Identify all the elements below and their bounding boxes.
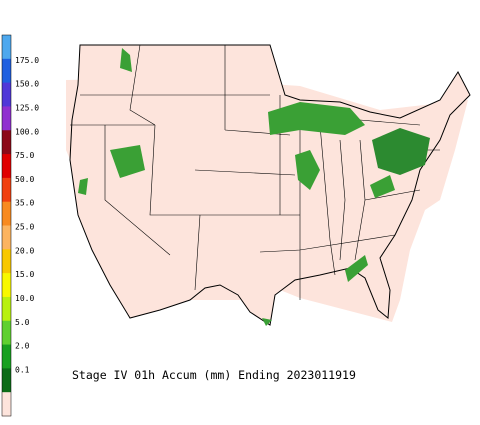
legend-swatch [2,177,11,203]
legend-swatch [2,392,11,417]
legend-swatch [2,130,11,155]
legend-swatch [2,249,11,274]
legend-frame [1,34,12,417]
legend-swatch [2,320,11,346]
legend-label: 0.1 [15,365,30,374]
precip-areas [78,48,430,326]
legend-label: 100.0 [15,127,39,136]
legend-label: 125.0 [15,103,39,112]
legend-swatch [2,201,11,226]
legend-label: 20.0 [15,246,34,255]
legend-label: 50.0 [15,175,34,184]
legend-label: 150.0 [15,80,39,89]
legend-label: 5.0 [15,318,30,327]
legend-swatch [2,344,11,369]
legend: 175.0 150.0 125.0 100.0 75.0 50.0 35.0 25.0 20.0… [1,34,39,417]
legend-swatch [2,154,11,179]
legend-swatch [2,368,11,393]
map-title: Stage IV 01h Accum (mm) Ending 202301191… [72,368,356,382]
legend-label: 175.0 [15,56,39,65]
legend-label: 25.0 [15,223,34,232]
legend-label: 75.0 [15,151,34,160]
legend-swatch [2,273,11,298]
legend-swatch [2,58,11,84]
legend-swatch [2,106,11,131]
legend-swatch [2,35,11,60]
legend-swatch [2,296,11,322]
map [66,44,471,326]
state-lines [70,44,440,300]
legend-swatch [2,225,11,250]
legend-swatch [2,82,11,107]
legend-label: 35.0 [15,199,34,208]
legend-label: 10.0 [15,294,34,303]
legend-label: 2.0 [15,342,30,351]
legend-label: 15.0 [15,270,34,279]
